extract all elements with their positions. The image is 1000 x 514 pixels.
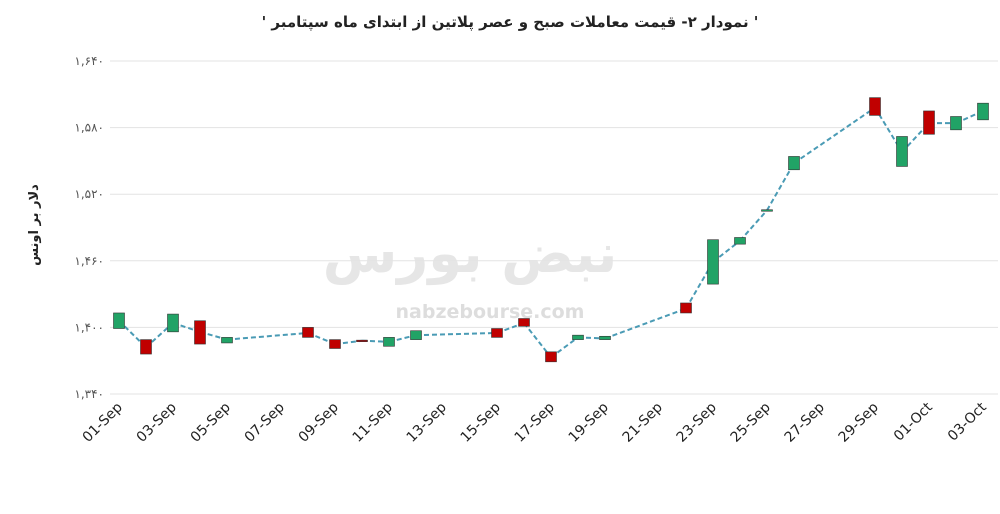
candle bbox=[518, 318, 530, 327]
trend-line-segment bbox=[550, 336, 579, 359]
y-tick-label: ۱,۶۴۰ bbox=[74, 54, 104, 68]
trend-line-segment bbox=[118, 320, 147, 349]
trend-line-segment bbox=[145, 322, 174, 349]
candle bbox=[572, 334, 584, 340]
y-tick-label: ۱,۳۴۰ bbox=[74, 387, 104, 401]
x-tick-label: 23-Sep bbox=[674, 399, 720, 445]
candle bbox=[356, 339, 368, 342]
candle bbox=[896, 136, 908, 167]
watermark-url: nabzebourse.com bbox=[396, 301, 585, 323]
candle bbox=[950, 116, 962, 131]
candle bbox=[167, 313, 179, 333]
x-tick-label: 01-Oct bbox=[891, 399, 936, 444]
candle bbox=[680, 302, 692, 314]
candle bbox=[734, 237, 746, 245]
candle bbox=[545, 351, 557, 363]
candle bbox=[788, 156, 800, 171]
x-tick-label: 01-Sep bbox=[80, 399, 126, 445]
y-tick-label: ۱,۴۶۰ bbox=[74, 254, 104, 268]
trend-line-segment bbox=[793, 106, 876, 164]
candle bbox=[383, 337, 395, 347]
trend-line-segment bbox=[226, 331, 309, 341]
candle bbox=[707, 239, 719, 285]
y-tick-label: ۱,۵۲۰ bbox=[74, 187, 104, 201]
candle bbox=[194, 320, 206, 345]
watermark: نبض بورس bbox=[323, 222, 618, 286]
candle bbox=[410, 330, 422, 340]
x-tick-label: 21-Sep bbox=[620, 399, 666, 445]
x-tick-label: 13-Sep bbox=[404, 399, 450, 445]
x-tick-label: 11-Sep bbox=[350, 399, 396, 445]
y-tick-label: ۱,۵۸۰ bbox=[74, 121, 104, 135]
candle bbox=[977, 102, 989, 121]
trend-line-segment bbox=[415, 331, 498, 337]
y-tick-label: ۱,۴۰۰ bbox=[74, 320, 104, 334]
candle bbox=[221, 337, 233, 344]
x-tick-label: 27-Sep bbox=[782, 399, 828, 445]
candle bbox=[869, 97, 881, 116]
x-tick-label: 05-Sep bbox=[188, 399, 234, 445]
trend-line-segment bbox=[766, 162, 795, 211]
y-axis-label: دلار بر اونس bbox=[27, 184, 42, 266]
chart-title: ' نمودار ۲- قیمت معاملات صبح و عصر پلاتی… bbox=[262, 13, 759, 32]
candle bbox=[113, 312, 125, 329]
x-tick-label: 03-Oct bbox=[945, 399, 990, 444]
x-tick-label: 09-Sep bbox=[296, 399, 342, 445]
x-tick-label: 17-Sep bbox=[512, 399, 558, 445]
candle bbox=[761, 209, 773, 212]
candle bbox=[599, 335, 611, 340]
trend-line-segment bbox=[604, 307, 687, 340]
x-tick-label: 15-Sep bbox=[458, 399, 504, 445]
candle bbox=[140, 339, 152, 355]
candle bbox=[329, 339, 341, 349]
candle bbox=[923, 110, 935, 135]
x-tick-label: 25-Sep bbox=[728, 399, 774, 445]
x-tick-label: 07-Sep bbox=[242, 399, 288, 445]
candle bbox=[302, 327, 314, 338]
candle bbox=[491, 328, 503, 338]
x-tick-label: 19-Sep bbox=[566, 399, 612, 445]
x-tick-label: 29-Sep bbox=[836, 399, 882, 445]
x-tick-label: 03-Sep bbox=[134, 399, 180, 445]
trend-line-segment bbox=[739, 209, 768, 242]
